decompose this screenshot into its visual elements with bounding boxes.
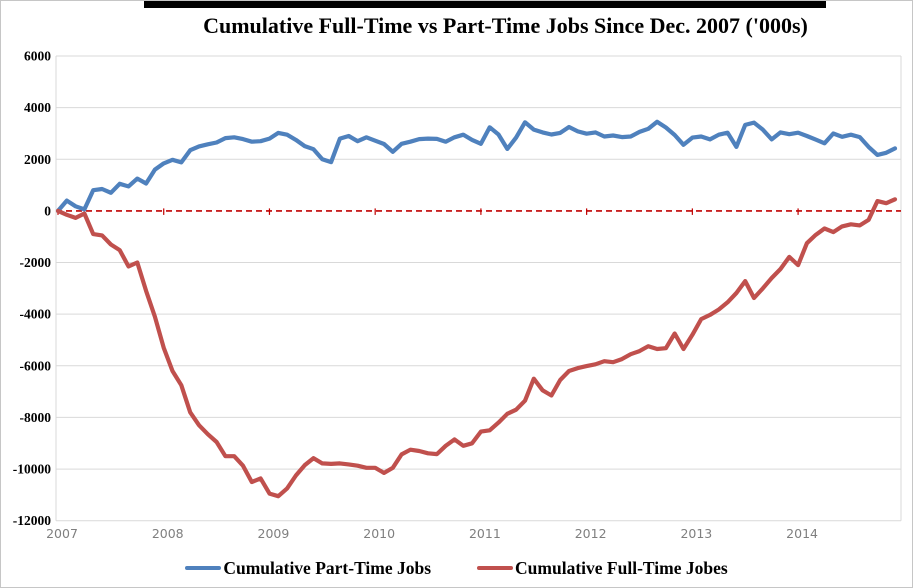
legend-item-part-time-jobs: Cumulative Part-Time Jobs xyxy=(185,558,431,579)
y-axis-tick-label: -8000 xyxy=(20,410,52,425)
legend-line-sample-red xyxy=(477,566,514,570)
legend-line-sample-blue xyxy=(185,566,222,570)
x-axis-tick-label: 2009 xyxy=(258,526,290,541)
x-axis-tick-label: 2008 xyxy=(152,526,184,541)
series-line-part-time-jobs xyxy=(55,119,898,213)
y-axis-tick-label: 4000 xyxy=(24,100,51,115)
series-line-full-time-jobes xyxy=(55,197,898,499)
legend-item-full-time-jobes: Cumulative Full-Time Jobes xyxy=(477,558,728,579)
y-axis-tick-label: -6000 xyxy=(20,358,52,373)
y-axis-tick-label: -4000 xyxy=(20,307,52,322)
y-axis-tick-label: 0 xyxy=(44,203,51,218)
legend-label-part-time-jobs: Cumulative Part-Time Jobs xyxy=(223,557,432,578)
x-axis-tick-label: 2013 xyxy=(680,526,712,541)
x-axis-tick-label: 2014 xyxy=(786,526,818,541)
x-axis-tick-label: 2011 xyxy=(469,526,501,541)
x-axis-tick-label: 2010 xyxy=(363,526,395,541)
legend: Cumulative Part-Time Jobs Cumulative Ful… xyxy=(1,553,912,583)
y-axis-tick-label: 6000 xyxy=(24,49,51,64)
top-border-artifact xyxy=(144,1,826,8)
x-axis-tick-label: 2012 xyxy=(575,526,607,541)
y-axis-tick-label: -12000 xyxy=(13,513,51,528)
legend-label-full-time-jobes: Cumulative Full-Time Jobes xyxy=(515,557,728,578)
y-axis-tick-label: 2000 xyxy=(24,152,51,167)
chart-title: Cumulative Full-Time vs Part-Time Jobs S… xyxy=(203,13,808,38)
y-axis-tick-label: -10000 xyxy=(13,462,51,477)
y-axis-tick-label: -2000 xyxy=(20,255,52,270)
x-axis-tick-label: 2007 xyxy=(46,526,78,541)
